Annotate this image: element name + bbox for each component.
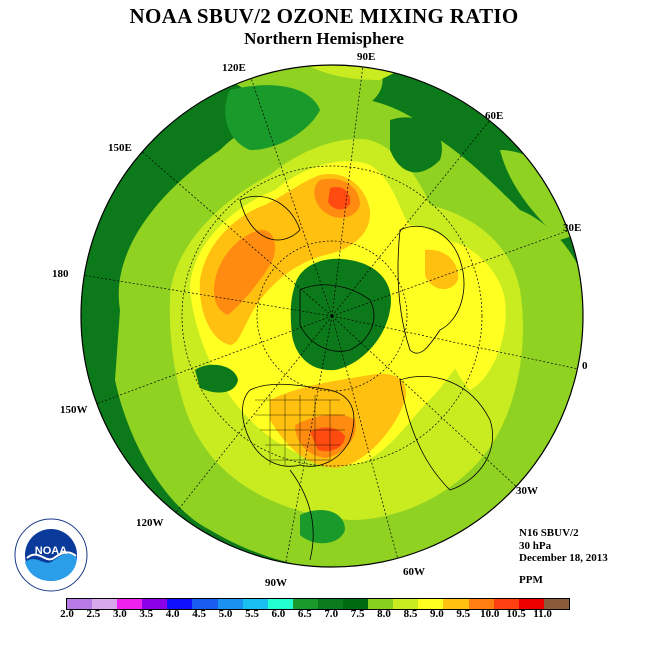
pressure-level: 30 hPa bbox=[519, 540, 552, 552]
lon-label-90w: 90W bbox=[265, 577, 287, 589]
colorbar-swatch-0 bbox=[67, 599, 93, 609]
colorbar-tick-label: 9.0 bbox=[430, 608, 444, 620]
state-boundaries bbox=[255, 395, 345, 465]
map-title: NOAA SBUV/2 OZONE MIXING RATIO bbox=[129, 4, 519, 28]
colorbar-tick-label: 4.0 bbox=[165, 608, 180, 620]
colorbar-tick-label: 4.5 bbox=[192, 608, 206, 620]
colorbar-tick-label: 10.5 bbox=[506, 608, 526, 620]
colorbar-tick-label: 2.0 bbox=[60, 608, 74, 620]
colorbar-swatch-10 bbox=[317, 599, 344, 609]
colorbar-tick-label: 11.0 bbox=[533, 608, 552, 620]
colorbar-tick-label: 8.5 bbox=[403, 608, 418, 620]
noaa-logo bbox=[14, 518, 88, 592]
lon-label-150e: 150E bbox=[108, 142, 132, 154]
map-boundary bbox=[80, 64, 584, 568]
coastlines bbox=[239, 195, 493, 561]
colorbar-swatch-11 bbox=[343, 599, 369, 609]
colorbar-tick-label: 7.0 bbox=[324, 608, 339, 620]
colorbar-tick-label: 6.0 bbox=[271, 608, 286, 620]
colorbar-tick-label: 10.0 bbox=[480, 608, 500, 620]
noaa-logo-text: NOAA bbox=[34, 545, 68, 557]
lon-label-0: 0 bbox=[582, 360, 588, 372]
map-date: December 18, 2013 bbox=[519, 552, 608, 564]
colorbar-tick-label: 3.5 bbox=[139, 608, 154, 620]
lon-label-60w: 60W bbox=[403, 566, 425, 578]
colorbar-tick-label: 5.5 bbox=[245, 608, 259, 620]
colorbar-swatch-5 bbox=[192, 599, 218, 609]
lon-label-60e: 60E bbox=[485, 110, 504, 122]
lon-label-120w: 120W bbox=[136, 517, 164, 529]
colorbar-tick-label: 7.5 bbox=[350, 608, 365, 620]
colorbar-swatch-19 bbox=[543, 599, 569, 609]
contour-9-0 bbox=[199, 174, 371, 345]
colorbar-swatch-7 bbox=[242, 599, 268, 609]
colorbar-tick-label: 5.0 bbox=[218, 608, 233, 620]
ozone-contours bbox=[81, 65, 583, 567]
lon-label-30e: 30E bbox=[563, 222, 582, 234]
lon-label-120e: 120E bbox=[222, 62, 246, 74]
lon-label-180: 180 bbox=[52, 268, 69, 280]
graticule bbox=[81, 65, 583, 567]
colorbar-tick-label: 2.5 bbox=[86, 608, 101, 620]
colorbar-swatch-15 bbox=[443, 599, 469, 609]
map-subtitle: Northern Hemisphere bbox=[244, 29, 404, 48]
units-label: PPM bbox=[519, 574, 543, 586]
colorbar-swatch-18 bbox=[518, 599, 544, 609]
colorbar-swatch-14 bbox=[418, 599, 444, 609]
colorbar-swatch-13 bbox=[393, 599, 419, 609]
colorbar-tick-label: 6.5 bbox=[297, 608, 312, 620]
colorbar-tick-label: 8.0 bbox=[377, 608, 391, 620]
contour-10-0 bbox=[328, 186, 351, 210]
colorbar-swatch-12 bbox=[368, 599, 394, 609]
colorbar-tick-label: 3.0 bbox=[112, 608, 127, 620]
lon-label-150w: 150W bbox=[60, 404, 88, 416]
colorbar-swatch-2 bbox=[117, 599, 143, 609]
contour-9-5 bbox=[213, 229, 276, 315]
colorbar-swatch-4 bbox=[167, 599, 193, 609]
instrument-label: N16 SBUV/2 bbox=[519, 527, 579, 539]
colorbar bbox=[66, 598, 570, 610]
colorbar-swatch-17 bbox=[493, 599, 519, 609]
colorbar-swatch-16 bbox=[468, 599, 494, 609]
colorbar-swatch-3 bbox=[142, 599, 168, 609]
colorbar-swatch-8 bbox=[267, 599, 293, 609]
lon-label-30w: 30W bbox=[516, 485, 538, 497]
colorbar-tick-label: 9.5 bbox=[456, 608, 471, 620]
polar-core bbox=[290, 258, 391, 371]
colorbar-swatch-1 bbox=[92, 599, 118, 609]
colorbar-swatch-9 bbox=[292, 599, 318, 609]
lon-label-90e: 90E bbox=[357, 51, 376, 63]
colorbar-swatch-6 bbox=[217, 599, 243, 609]
